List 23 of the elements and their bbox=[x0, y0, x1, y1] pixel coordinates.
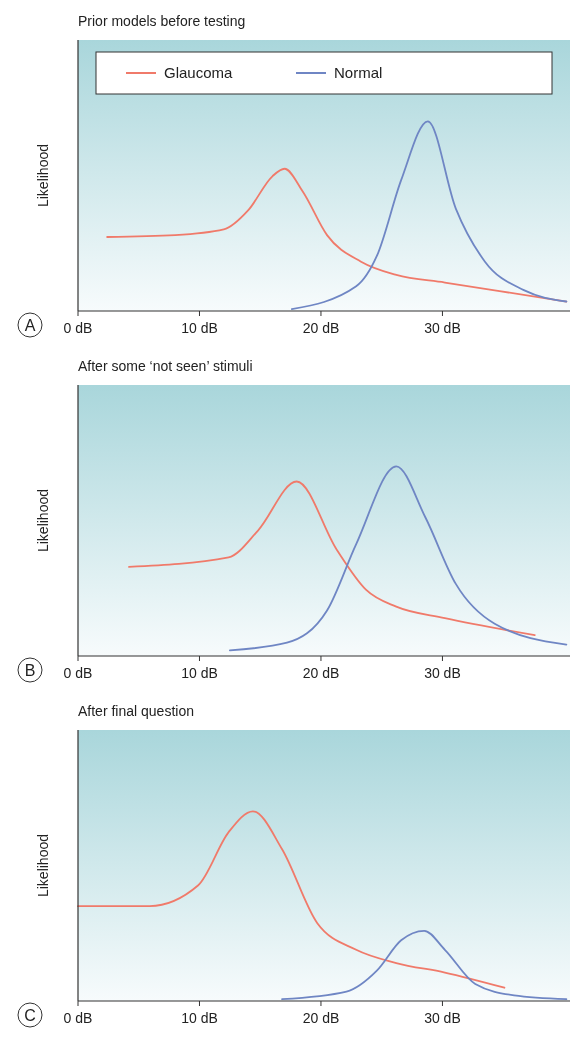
y-axis-title: Likelihood bbox=[35, 143, 51, 208]
x-tick-label: 20 dB bbox=[302, 320, 340, 336]
x-tick-label: 0 dB bbox=[63, 665, 93, 681]
x-tick-label: 10 dB bbox=[181, 665, 218, 681]
x-tick-label: 30 dB bbox=[424, 320, 461, 336]
x-tick-label: 10 dB bbox=[181, 1010, 218, 1026]
y-axis-title: Likelihood bbox=[35, 488, 51, 553]
x-tick-label: 20 dB bbox=[302, 1010, 340, 1026]
chart-title: After final question bbox=[78, 703, 194, 719]
y-axis-title: Likelihood bbox=[35, 833, 51, 898]
circled-letter: A bbox=[17, 312, 43, 338]
x-tick-label: 0 dB bbox=[63, 320, 93, 336]
circled-letter: B bbox=[17, 657, 43, 683]
legend-label: Normal bbox=[334, 64, 383, 81]
circled-letter: C bbox=[17, 1002, 43, 1028]
x-tick-label: 0 dB bbox=[63, 1010, 93, 1026]
legend-label: Glaucoma bbox=[164, 64, 234, 81]
x-tick-label: 30 dB bbox=[424, 1010, 461, 1026]
chart-title: Prior models before testing bbox=[78, 13, 246, 29]
chart-title: After some ‘not seen’ stimuli bbox=[78, 358, 253, 374]
x-tick-label: 30 dB bbox=[424, 665, 461, 681]
x-tick-label: 20 dB bbox=[302, 665, 340, 681]
x-tick-label: 10 dB bbox=[181, 320, 218, 336]
